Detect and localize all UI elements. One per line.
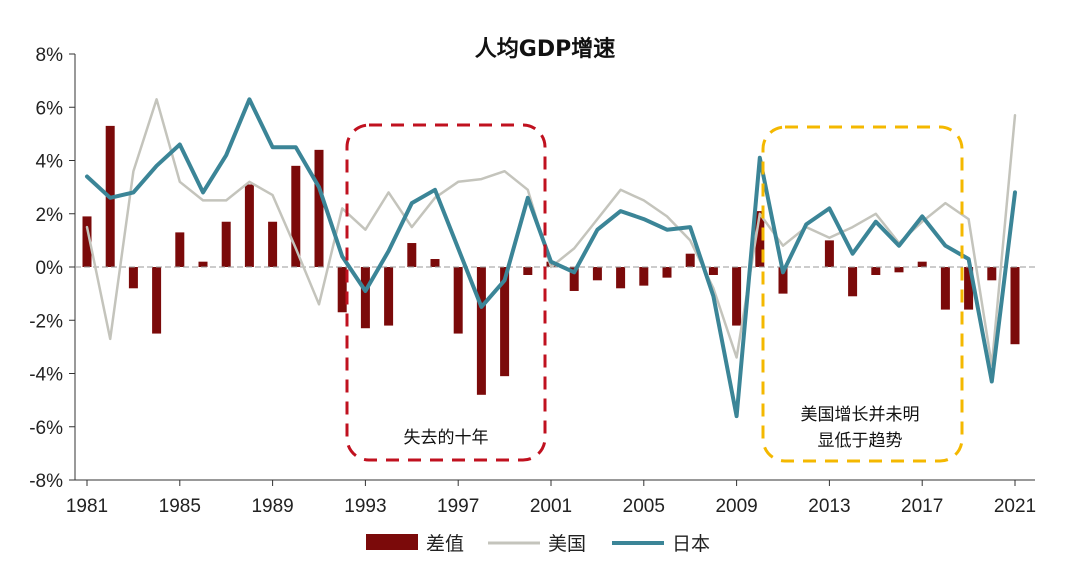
y-tick-label: -8% (29, 471, 63, 492)
x-tick-label: 2021 (994, 496, 1036, 517)
bar-1997 (453, 267, 463, 334)
bar-1987 (221, 221, 231, 267)
lost-decade-label: 失去的十年 (404, 428, 489, 448)
legend-swatch-diff (366, 534, 418, 550)
bar-1998 (476, 267, 486, 395)
x-tick-label: 1985 (159, 496, 201, 517)
bar-2008 (708, 267, 718, 275)
bar-2009 (732, 267, 742, 326)
x-tick-label: 2001 (530, 496, 572, 517)
bar-1984 (152, 267, 162, 334)
bar-2000 (523, 267, 533, 275)
y-tick-label: 0% (36, 258, 64, 279)
bar-2003 (592, 267, 602, 281)
bar-1996 (430, 259, 440, 267)
x-axis: 1981 1985 1989 1993 1997 2001 2005 2009 2013 2017… (66, 479, 1036, 517)
x-tick-label: 2005 (623, 496, 665, 517)
legend-label-diff: 差值 (426, 533, 464, 555)
y-tick-label: -4% (29, 365, 63, 386)
us-growth-box (761, 125, 964, 463)
legend: 差值 美国 日本 (366, 533, 710, 555)
bar-2015 (871, 267, 881, 275)
us-growth-label-line2: 显低于趋势 (818, 431, 903, 451)
x-tick-label: 2017 (901, 496, 943, 517)
chart-title: 人均GDP增速 (475, 36, 615, 62)
bar-2005 (639, 267, 649, 286)
x-tick-label: 1993 (344, 496, 386, 517)
bar-2019 (964, 267, 974, 310)
annotation-lost-decade: 失去的十年 (345, 123, 547, 462)
annotation-us-growth: 美国增长并未明 显低于趋势 (761, 125, 964, 463)
y-tick-label: 6% (36, 98, 64, 119)
line-jp (85, 97, 1017, 419)
bar-1993 (360, 267, 370, 329)
bar-1986 (198, 261, 208, 267)
bar-2006 (662, 267, 672, 278)
bar-1994 (384, 267, 394, 326)
y-tick-label: 8% (36, 45, 64, 66)
legend-label-us: 美国 (548, 533, 586, 555)
bar-1989 (268, 221, 278, 267)
us-growth-label-line1: 美国增长并未明 (801, 405, 920, 425)
y-tick-label: -2% (29, 311, 63, 332)
bar-2017 (917, 261, 927, 267)
bar-2004 (616, 267, 626, 289)
legend-label-jp: 日本 (672, 533, 710, 555)
bar-2002 (569, 267, 579, 291)
bar-2011 (778, 267, 788, 294)
bar-2016 (894, 267, 904, 273)
line-us (85, 98, 1017, 367)
bar-2007 (685, 253, 695, 267)
bar-2014 (848, 267, 858, 297)
bar-2010 (755, 211, 765, 267)
bar-1990 (291, 165, 301, 267)
y-tick-label: -6% (29, 418, 63, 439)
bar-1992 (337, 267, 347, 313)
bar-1981 (82, 216, 92, 267)
y-tick-label: 2% (36, 205, 64, 226)
bar-2018 (940, 267, 950, 310)
x-tick-label: 1989 (251, 496, 293, 517)
bar-1983 (128, 267, 138, 289)
bar-1988 (244, 184, 254, 267)
bar-1991 (314, 149, 324, 267)
bar-series-diff (82, 125, 1020, 395)
bar-1995 (407, 243, 417, 267)
bar-1985 (175, 232, 185, 267)
lost-decade-box (345, 123, 547, 462)
x-tick-label: 1997 (437, 496, 479, 517)
x-tick-label: 2013 (808, 496, 850, 517)
line-series (85, 97, 1017, 419)
x-tick-label: 1981 (66, 496, 108, 517)
bar-2013 (824, 240, 834, 267)
bar-2020 (987, 267, 997, 281)
x-tick-label: 2009 (715, 496, 757, 517)
bar-2021 (1010, 267, 1020, 345)
y-tick-label: 4% (36, 152, 64, 173)
y-axis: 8% 6% 4% 2% 0% -2% -4% -6% -8% (29, 45, 76, 492)
bar-1999 (500, 267, 510, 377)
